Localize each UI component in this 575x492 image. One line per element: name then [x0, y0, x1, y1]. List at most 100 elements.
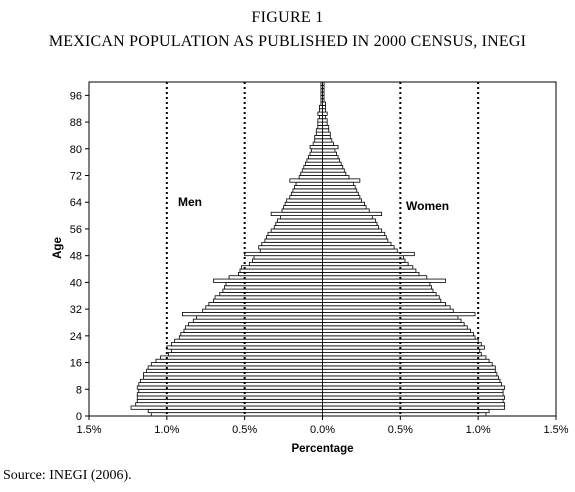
women-bar	[322, 271, 420, 277]
women-bar	[322, 191, 359, 196]
women-bar	[322, 322, 465, 327]
women-bar	[322, 91, 325, 96]
men-bar	[219, 292, 323, 297]
men-bar	[270, 228, 323, 233]
men-bar	[298, 175, 323, 180]
women-bars	[322, 81, 506, 417]
women-bar	[322, 175, 350, 180]
men-bar	[135, 402, 323, 407]
men-bar	[267, 231, 323, 237]
women-bar	[322, 111, 328, 116]
men-bar	[252, 258, 323, 263]
women-bar	[322, 355, 487, 360]
men-bar	[213, 278, 323, 283]
y-tick-label: 96	[70, 90, 82, 102]
men-bar	[306, 158, 323, 163]
women-bar	[322, 108, 327, 113]
men-bar	[160, 355, 323, 360]
men-bar	[289, 178, 323, 183]
women-bar	[322, 218, 376, 223]
women-bar	[322, 412, 487, 417]
men-bar	[147, 365, 323, 370]
women-bar	[322, 261, 409, 267]
women-bar	[322, 121, 328, 126]
women-bar	[322, 98, 325, 103]
men-bar	[317, 111, 323, 116]
men-bar	[185, 325, 323, 330]
men-bar	[174, 338, 323, 343]
men-bar	[150, 362, 323, 367]
women-bar	[322, 245, 395, 250]
men-bar	[309, 145, 323, 150]
women-bar	[322, 285, 432, 290]
men-bar	[155, 358, 323, 363]
women-bar	[322, 328, 471, 333]
women-bar	[322, 145, 339, 150]
men-bar	[136, 395, 323, 400]
men-bar	[248, 261, 323, 267]
y-tick-label: 80	[70, 144, 82, 156]
men-bar	[315, 131, 323, 136]
women-bar	[322, 238, 389, 243]
men-bar	[130, 405, 323, 410]
men-bar	[208, 302, 323, 307]
men-bar	[150, 412, 323, 417]
women-bar	[322, 155, 339, 160]
men-bar	[315, 128, 323, 133]
y-tick-label: 16	[70, 358, 82, 370]
men-bar	[309, 151, 323, 156]
women-bar	[322, 332, 474, 337]
men-bar	[222, 288, 323, 293]
women-bar	[322, 302, 446, 307]
women-bar	[322, 318, 462, 323]
women-bar	[322, 268, 417, 273]
men-bar	[261, 241, 323, 247]
women-bar	[322, 358, 490, 363]
men-bar	[311, 148, 323, 153]
men-bar	[188, 322, 323, 327]
men-bar	[270, 211, 323, 216]
men-bar	[280, 215, 323, 220]
y-tick-label: 0	[76, 411, 82, 423]
women-bar	[322, 181, 355, 186]
women-bar	[322, 342, 482, 347]
men-bar	[314, 135, 323, 140]
men-bar	[205, 305, 323, 310]
women-bar	[322, 205, 367, 210]
y-tick-label: 56	[70, 224, 82, 236]
women-bar	[322, 161, 342, 166]
women-bar	[322, 101, 327, 106]
women-bar	[322, 131, 331, 136]
men-bar	[143, 375, 323, 380]
men-bar	[300, 171, 323, 176]
women-bar	[322, 128, 330, 133]
men-bar	[192, 318, 323, 323]
men-bar	[178, 335, 323, 340]
y-tick-label: 64	[70, 197, 82, 209]
women-bar	[322, 392, 504, 397]
men-bar	[136, 398, 323, 404]
women-bar	[322, 178, 361, 183]
y-tick-label: 40	[70, 277, 82, 289]
men-bar	[259, 248, 323, 253]
men-bar	[283, 205, 323, 210]
men-bar	[294, 185, 323, 190]
men-bar	[318, 115, 323, 120]
women-bar	[322, 115, 327, 120]
men-bar	[308, 155, 323, 160]
men-bar	[228, 275, 323, 280]
y-tick-label: 88	[70, 117, 82, 129]
men-bar	[136, 385, 323, 390]
x-axis-title: Percentage	[291, 443, 353, 455]
men-bar	[303, 165, 323, 170]
women-bar	[322, 208, 370, 213]
women-bar	[322, 135, 331, 140]
men-bar	[244, 251, 323, 257]
men-bar	[281, 208, 323, 213]
women-bar	[322, 278, 446, 283]
women-bar	[322, 288, 434, 293]
men-bar	[318, 104, 323, 110]
women-bar	[322, 158, 341, 163]
women-bar	[322, 375, 499, 380]
